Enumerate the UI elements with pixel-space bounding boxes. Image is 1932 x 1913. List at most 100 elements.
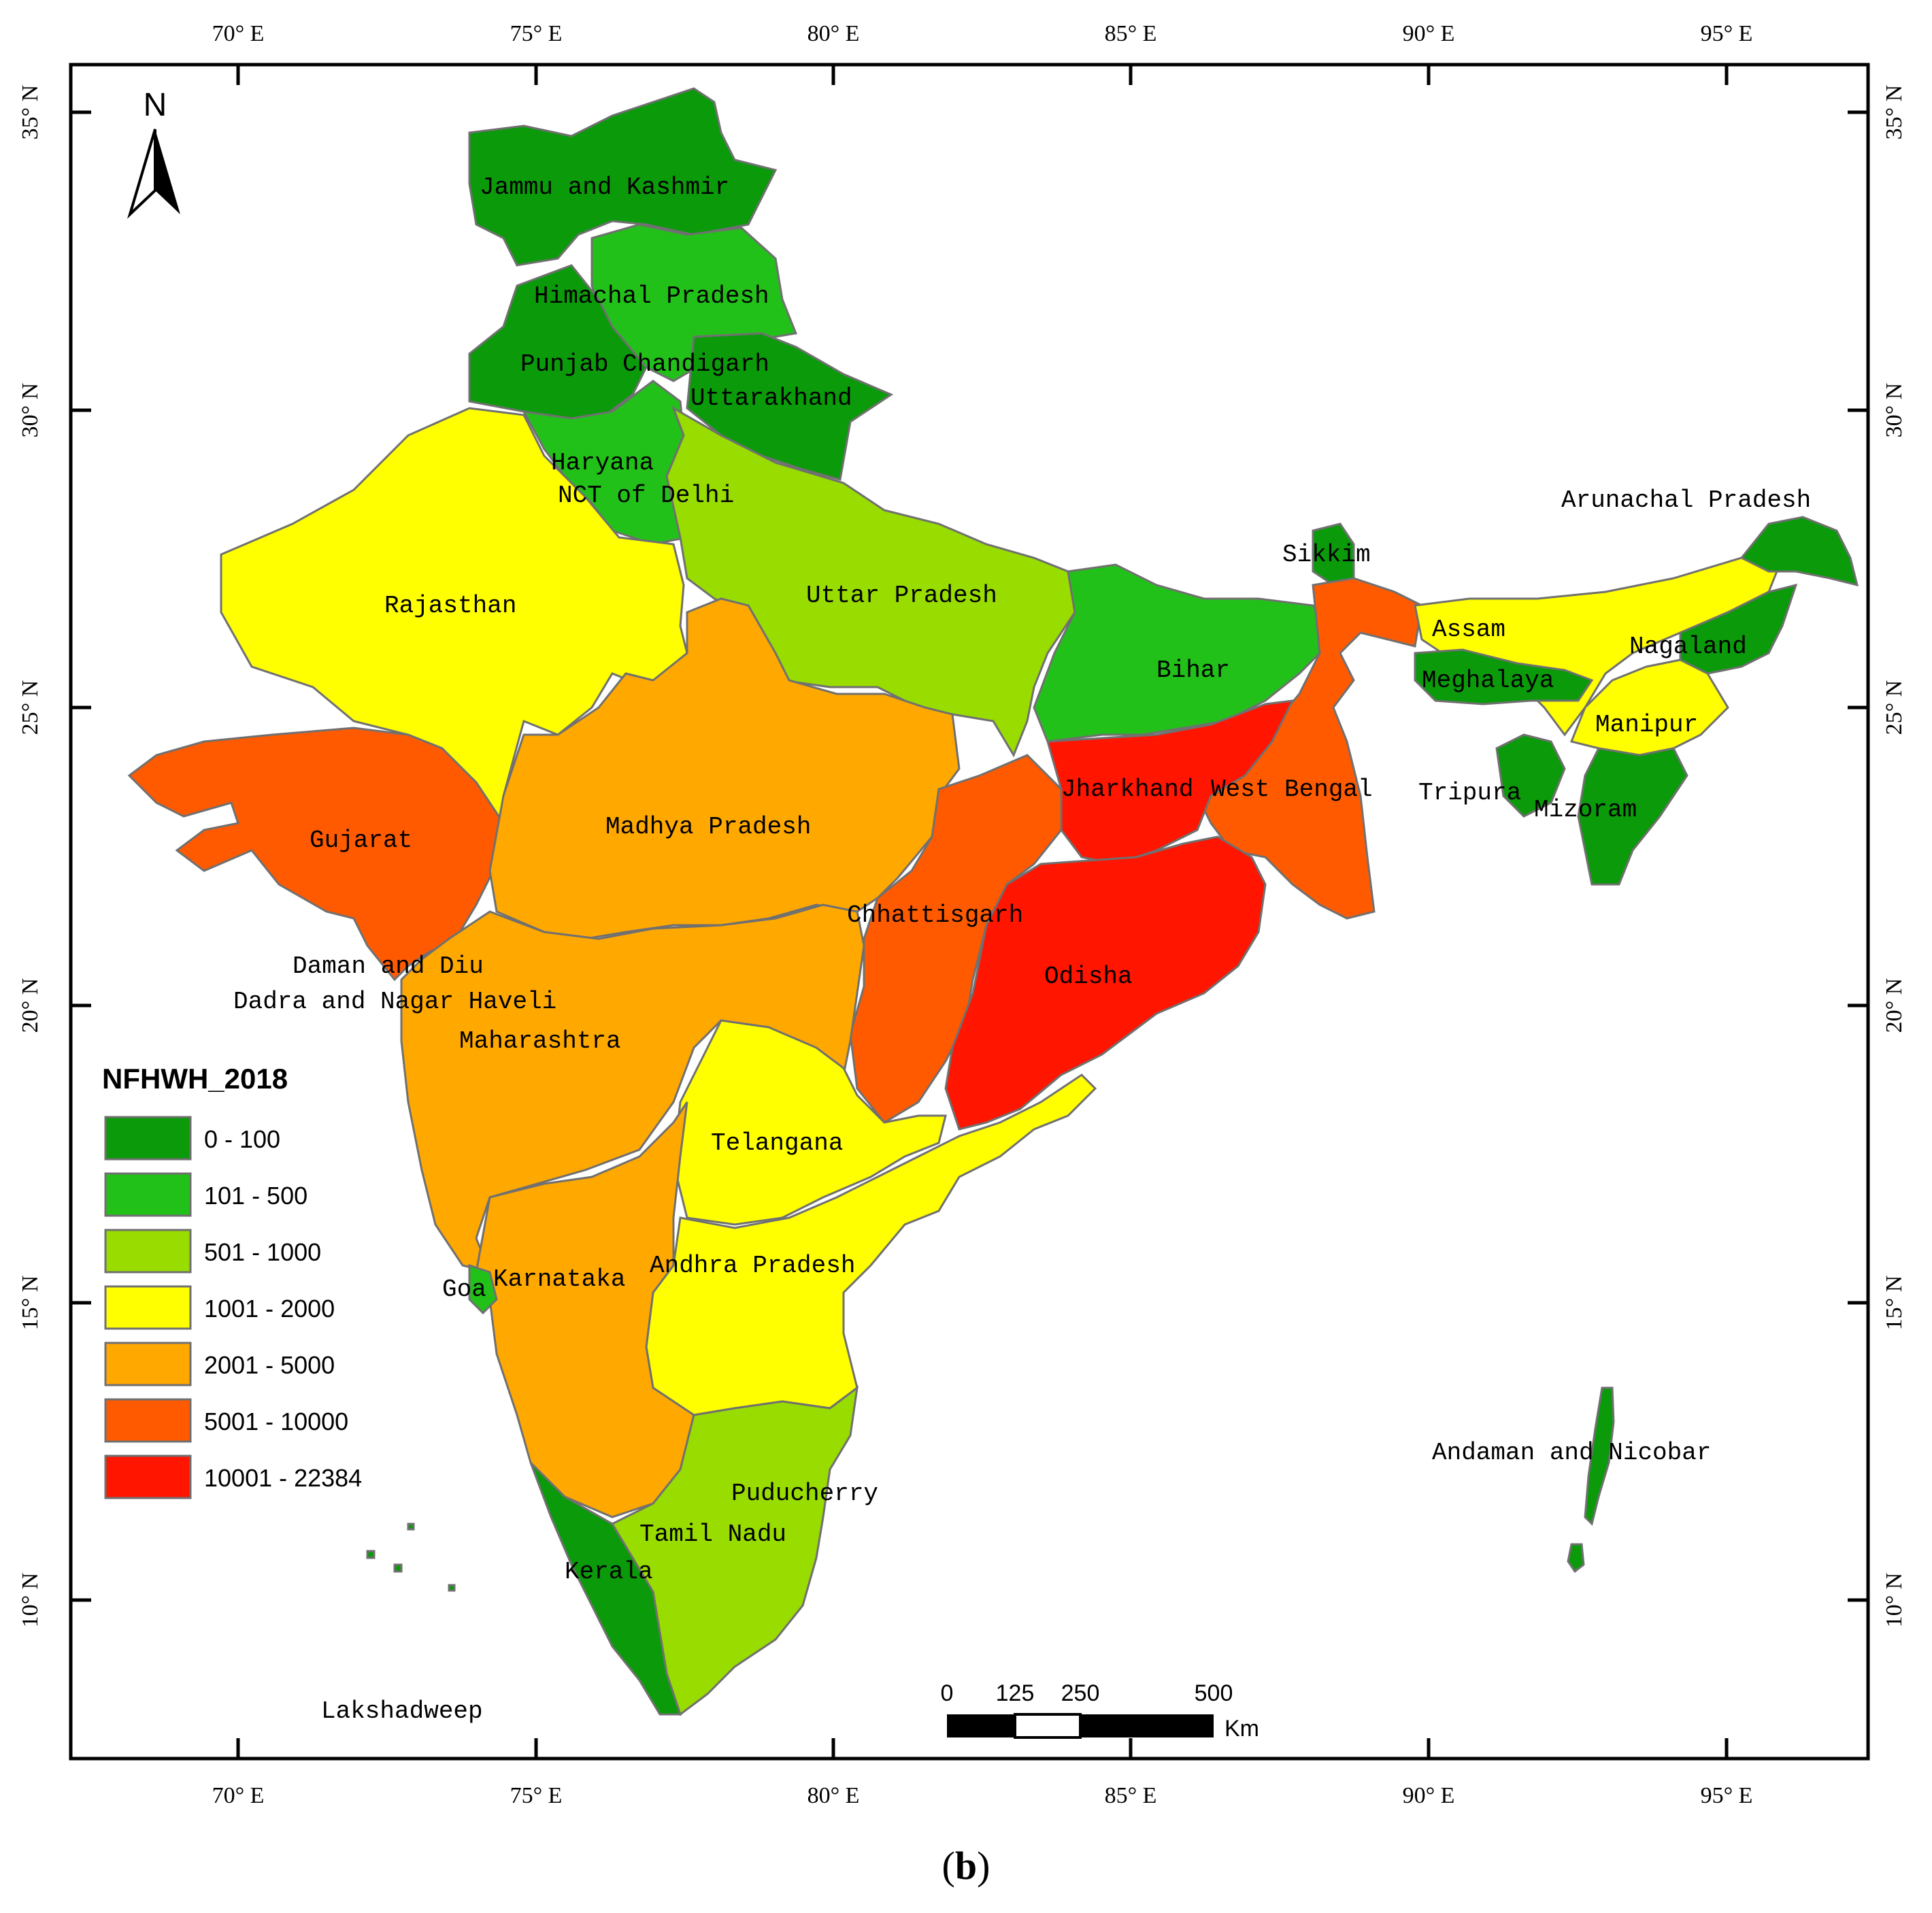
legend-swatch-0 [104, 1116, 192, 1161]
scale-tick-250: 250 [1061, 1680, 1100, 1706]
lat-label-right-4: 15° N [1882, 1276, 1907, 1331]
state-label-telangana: Telangana [711, 1129, 843, 1157]
state-label-jharkhand: Jharkhand [1061, 776, 1193, 803]
region-madhya-pradesh [488, 597, 961, 940]
state-label-uttarakhand: Uttarakhand [690, 384, 852, 412]
legend-title: NFHWH_2018 [102, 1063, 288, 1095]
state-label-punjab: Punjab [520, 350, 609, 378]
legend-swatch-1 [104, 1172, 192, 1217]
state-label-puducherry: Puducherry [731, 1480, 878, 1508]
lat-label-right-3: 20° N [1882, 978, 1907, 1033]
state-label-kerala: Kerala [565, 1558, 653, 1586]
lon-label-bottom-5: 95° E [1701, 1783, 1753, 1808]
scale-unit: Km [1225, 1716, 1259, 1742]
lat-label-right-0: 35° N [1882, 85, 1907, 140]
state-label-sikkim: Sikkim [1282, 541, 1371, 569]
region-mizoram [1577, 747, 1688, 886]
region-kerala [529, 1461, 682, 1716]
scale-bar: 0 125 250 500 Km [941, 1680, 1259, 1742]
region-arunachal-pradesh [1739, 516, 1859, 587]
legend-label-5: 5001 - 10000 [204, 1408, 348, 1435]
north-arrow: N [127, 87, 180, 219]
lon-label-top-0: 70° E [212, 21, 265, 46]
state-label-assam: Assam [1432, 616, 1505, 644]
region-karnataka [475, 1101, 695, 1518]
lon-label-bottom-0: 70° E [212, 1783, 265, 1808]
region-jammu-and-kashmir [468, 87, 778, 267]
legend-swatch-3 [104, 1285, 192, 1330]
state-label-lakshadweep: Lakshadweep [321, 1697, 483, 1725]
state-label-meghalaya: Meghalaya [1422, 667, 1554, 695]
region-tripura [1495, 733, 1566, 818]
region-odisha [944, 835, 1267, 1131]
lat-label-left-5: 10° N [18, 1573, 43, 1628]
state-label-maharashtra: Maharashtra [459, 1027, 621, 1055]
state-label-jammu-and-kashmir: Jammu and Kashmir [480, 173, 729, 201]
state-label-nct-of-delhi: NCT of Delhi [558, 482, 734, 510]
lon-label-top-4: 90° E [1403, 21, 1455, 46]
lon-label-top-1: 75° E [510, 21, 563, 46]
legend-swatch-4 [104, 1342, 192, 1386]
state-label-manipur: Manipur [1595, 711, 1698, 739]
scale-tick-500: 500 [1195, 1680, 1233, 1706]
lon-label-bottom-3: 85° E [1105, 1783, 1157, 1808]
state-label-goa: Goa [442, 1276, 486, 1303]
region-gujarat [127, 727, 505, 982]
legend-label-4: 2001 - 5000 [204, 1351, 335, 1379]
lat-label-left-3: 20° N [18, 978, 43, 1033]
state-label-west-bengal: West Bengal [1211, 776, 1373, 803]
lon-label-bottom-1: 75° E [510, 1783, 563, 1808]
state-label-arunachal-pradesh: Arunachal Pradesh [1561, 486, 1811, 514]
state-label-haryana: Haryana [551, 449, 654, 477]
region-lakshadweep [366, 1523, 456, 1592]
legend-swatch-6 [104, 1454, 192, 1499]
region-chhattisgarh [849, 754, 1063, 1124]
lon-label-bottom-4: 90° E [1403, 1783, 1455, 1808]
lat-label-right-5: 10° N [1882, 1573, 1907, 1628]
region-andaman-and-nicobar [1567, 1386, 1615, 1574]
lon-label-bottom-2: 80° E [807, 1783, 860, 1808]
state-label-nagaland: Nagaland [1629, 633, 1747, 661]
caption-close: ) [977, 1844, 990, 1888]
state-label-odisha: Odisha [1044, 963, 1133, 991]
legend-label-1: 101 - 500 [204, 1182, 307, 1210]
legend-label-3: 1001 - 2000 [204, 1295, 335, 1323]
figure-caption: (b) [942, 1844, 990, 1888]
state-label-daman-and-diu: Daman and Diu [293, 952, 484, 980]
lat-label-left-1: 30° N [18, 383, 43, 438]
state-label-madhya-pradesh: Madhya Pradesh [605, 813, 811, 841]
map-frame [69, 63, 1870, 1761]
state-label-andaman-and-nicobar: Andaman and Nicobar [1432, 1439, 1711, 1467]
state-label-karnataka: Karnataka [493, 1265, 625, 1293]
lat-label-left-2: 25° N [18, 680, 43, 735]
legend: NFHWH_2018 0 - 100 101 - 500 501 - 1000 100… [102, 1063, 362, 1499]
state-label-chhattisgarh: Chhattisgarh [847, 901, 1023, 929]
legend-label-2: 501 - 1000 [204, 1238, 321, 1266]
legend-label-0: 0 - 100 [204, 1125, 280, 1153]
scale-tick-0: 0 [941, 1680, 954, 1706]
state-label-andhra-pradesh: Andhra Pradesh [650, 1252, 855, 1280]
state-label-tripura: Tripura [1418, 779, 1521, 807]
lat-label-right-1: 30° N [1882, 383, 1907, 438]
region-manipur [1569, 659, 1729, 756]
legend-label-6: 10001 - 22384 [204, 1464, 362, 1492]
scale-tick-125: 125 [996, 1680, 1035, 1706]
lon-label-top-3: 85° E [1105, 21, 1157, 46]
region-meghalaya [1414, 648, 1594, 705]
state-label-himachal-pradesh: Himachal Pradesh [534, 282, 769, 310]
legend-swatch-2 [104, 1229, 192, 1274]
state-label-chandigarh: Chandigarh [622, 350, 769, 378]
state-labels: Jammu and Kashmir Himachal Pradesh Punjab C… [233, 173, 1811, 1725]
caption-letter: b [955, 1844, 977, 1888]
lat-label-left-4: 15° N [18, 1276, 43, 1331]
lat-label-left-0: 35° N [18, 85, 43, 140]
state-label-bihar: Bihar [1156, 656, 1230, 684]
state-label-gujarat: Gujarat [310, 827, 412, 854]
state-label-uttar-pradesh: Uttar Pradesh [806, 582, 997, 610]
coordinate-labels: 70° E 70° E 75° E 75° E 80° E 80° E 85° E 85° E… [18, 21, 1907, 1808]
state-label-dadra-and-nagar-haveli: Dadra and Nagar Haveli [233, 988, 556, 1016]
state-label-tamil-nadu: Tamil Nadu [639, 1520, 786, 1548]
legend-swatch-5 [104, 1398, 192, 1443]
graticule-ticks [71, 65, 1868, 1759]
